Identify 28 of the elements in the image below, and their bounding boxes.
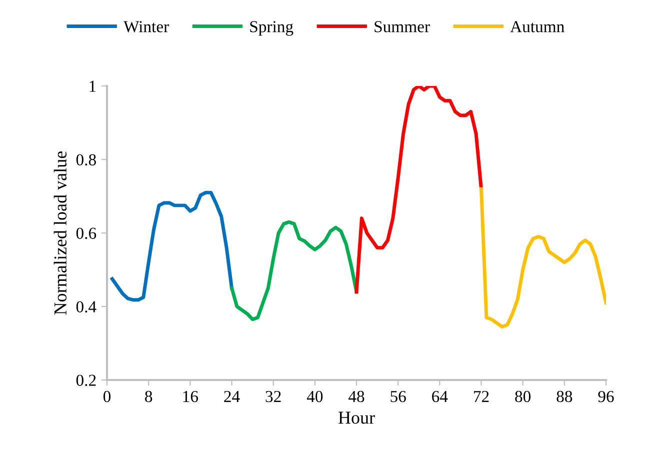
x-tick-label: 64: [432, 390, 448, 402]
x-tick-label: 72: [474, 390, 489, 402]
line-series: [230, 220, 358, 322]
x-tick-label: 32: [266, 390, 281, 402]
legend-label: Winter: [124, 21, 169, 32]
y-tick-label: 0.4: [76, 301, 96, 313]
legend-label: Autumn: [510, 21, 564, 32]
x-tick-label: 96: [598, 390, 614, 402]
x-tick-label: 80: [515, 390, 531, 402]
x-tick-label: 56: [390, 390, 406, 402]
x-tick-label: 88: [556, 390, 572, 402]
legend-label: Summer: [374, 21, 430, 32]
line-series: [354, 86, 483, 294]
x-tick-label: 24: [224, 390, 240, 402]
y-tick-label: 0.8: [76, 154, 96, 166]
y-axis-title: Normalized load value: [54, 151, 67, 315]
x-tick-label: 48: [348, 390, 364, 402]
line-series: [480, 187, 606, 328]
y-tick-label: 0.6: [76, 228, 96, 240]
x-tick-label: 8: [145, 390, 152, 402]
x-tick-label: 40: [306, 390, 323, 402]
line-series: [110, 190, 234, 302]
legend-label: Spring: [250, 21, 294, 36]
x-tick-label: 0: [103, 390, 111, 402]
x-tick-label: 16: [183, 390, 198, 402]
y-tick-label: 1: [90, 80, 96, 92]
x-axis-title: Hour: [338, 412, 375, 424]
y-tick-label: 0.2: [76, 374, 96, 386]
